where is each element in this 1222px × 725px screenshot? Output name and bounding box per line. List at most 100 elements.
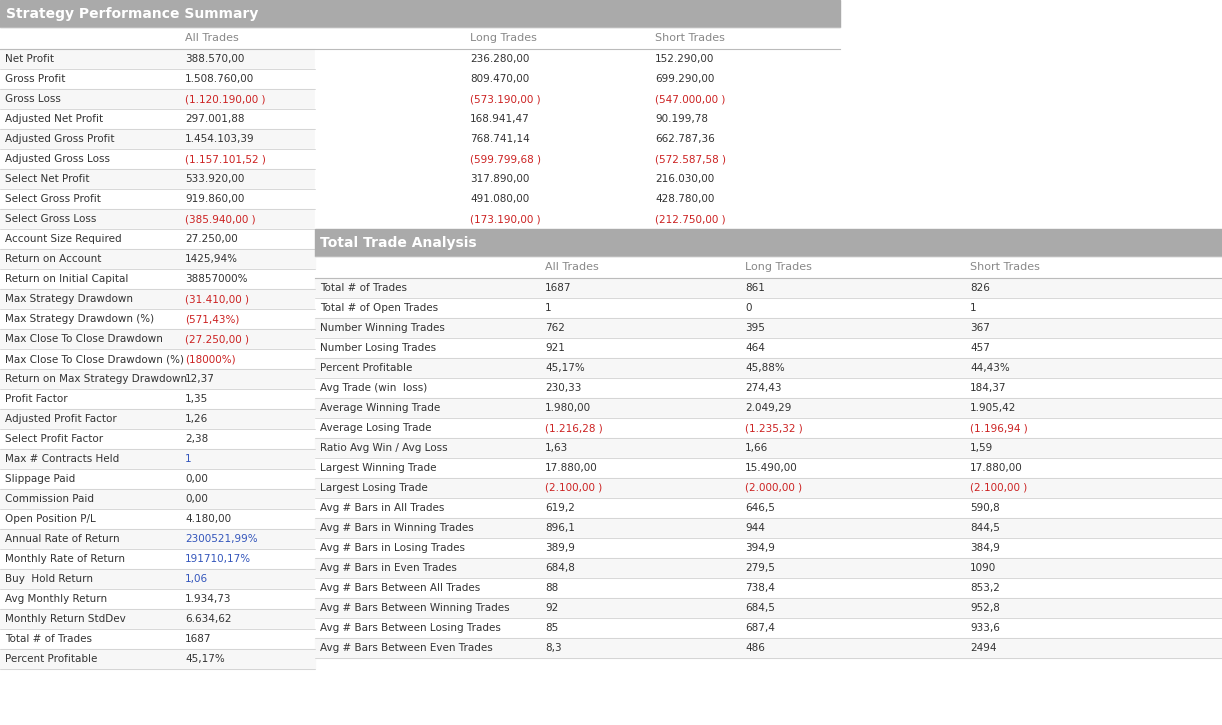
Text: Average Losing Trade: Average Losing Trade	[320, 423, 431, 433]
Bar	[315, 558, 1222, 578]
Bar	[0, 389, 315, 409]
Text: Max Strategy Drawdown (%): Max Strategy Drawdown (%)	[5, 314, 154, 324]
Text: Avg Monthly Return: Avg Monthly Return	[5, 594, 108, 604]
Text: 1.905,42: 1.905,42	[970, 403, 1017, 413]
Text: Gross Profit: Gross Profit	[5, 74, 65, 84]
Text: 1: 1	[545, 303, 551, 313]
Text: 230,33: 230,33	[545, 383, 582, 393]
Text: 15.490,00: 15.490,00	[745, 463, 798, 473]
Text: 684,8: 684,8	[545, 563, 574, 573]
Text: 464: 464	[745, 343, 765, 353]
Text: (18000%): (18000%)	[185, 354, 236, 364]
Text: 2300521,99%: 2300521,99%	[185, 534, 258, 544]
Bar	[315, 358, 1222, 378]
Text: 491.080,00: 491.080,00	[470, 194, 529, 204]
Text: 1,06: 1,06	[185, 574, 208, 584]
Text: Open Position P/L: Open Position P/L	[5, 514, 95, 524]
Text: 486: 486	[745, 643, 765, 653]
Bar	[315, 378, 1222, 398]
Text: Max Strategy Drawdown: Max Strategy Drawdown	[5, 294, 133, 304]
Bar	[0, 569, 315, 589]
Text: Select Net Profit: Select Net Profit	[5, 174, 89, 184]
Text: Commission Paid: Commission Paid	[5, 494, 94, 504]
Bar	[315, 478, 1222, 498]
Bar	[0, 309, 315, 329]
Bar	[0, 349, 315, 369]
Bar	[0, 69, 315, 89]
Bar	[0, 129, 315, 149]
Text: 809.470,00: 809.470,00	[470, 74, 529, 84]
Text: 1,66: 1,66	[745, 443, 769, 453]
Text: 1,63: 1,63	[545, 443, 568, 453]
Text: 395: 395	[745, 323, 765, 333]
Text: 1.454.103,39: 1.454.103,39	[185, 134, 254, 144]
Text: Return on Account: Return on Account	[5, 254, 101, 264]
Text: 896,1: 896,1	[545, 523, 574, 533]
Bar	[0, 449, 315, 469]
Text: All Trades: All Trades	[185, 33, 238, 43]
Text: 90.199,78: 90.199,78	[655, 114, 708, 124]
Bar	[0, 169, 315, 189]
Text: 317.890,00: 317.890,00	[470, 174, 529, 184]
Text: (2.100,00 ): (2.100,00 )	[970, 483, 1028, 493]
Bar	[315, 229, 1222, 256]
Text: 1: 1	[970, 303, 976, 313]
Bar	[0, 629, 315, 649]
Text: 684,5: 684,5	[745, 603, 775, 613]
Text: Adjusted Gross Profit: Adjusted Gross Profit	[5, 134, 115, 144]
Bar	[0, 49, 315, 69]
Text: (547.000,00 ): (547.000,00 )	[655, 94, 726, 104]
Text: Avg # Bars Between Losing Trades: Avg # Bars Between Losing Trades	[320, 623, 501, 633]
Text: 92: 92	[545, 603, 558, 613]
Text: 1.934,73: 1.934,73	[185, 594, 231, 604]
Text: 762: 762	[545, 323, 565, 333]
Text: (1.235,32 ): (1.235,32 )	[745, 423, 803, 433]
Text: 0: 0	[745, 303, 752, 313]
Text: 2,38: 2,38	[185, 434, 208, 444]
Text: 1.980,00: 1.980,00	[545, 403, 591, 413]
Text: 2.049,29: 2.049,29	[745, 403, 792, 413]
Text: Long Trades: Long Trades	[745, 262, 811, 272]
Text: 687,4: 687,4	[745, 623, 775, 633]
Bar	[315, 638, 1222, 658]
Bar	[315, 498, 1222, 518]
Text: 1687: 1687	[545, 283, 572, 293]
Bar	[0, 229, 315, 249]
Text: 457: 457	[970, 343, 990, 353]
Text: Avg Trade (win  loss): Avg Trade (win loss)	[320, 383, 428, 393]
Text: 184,37: 184,37	[970, 383, 1007, 393]
Text: 646,5: 646,5	[745, 503, 775, 513]
Text: Avg # Bars Between All Trades: Avg # Bars Between All Trades	[320, 583, 480, 593]
Text: 1425,94%: 1425,94%	[185, 254, 238, 264]
Text: Number Losing Trades: Number Losing Trades	[320, 343, 436, 353]
Text: Gross Loss: Gross Loss	[5, 94, 61, 104]
Text: 590,8: 590,8	[970, 503, 1000, 513]
Text: (573.190,00 ): (573.190,00 )	[470, 94, 540, 104]
Bar	[315, 438, 1222, 458]
Text: Profit Factor: Profit Factor	[5, 394, 67, 404]
Text: Select Profit Factor: Select Profit Factor	[5, 434, 103, 444]
Bar	[0, 469, 315, 489]
Text: Short Trades: Short Trades	[970, 262, 1040, 272]
Text: 1687: 1687	[185, 634, 211, 644]
Text: Short Trades: Short Trades	[655, 33, 725, 43]
Text: (571,43%): (571,43%)	[185, 314, 240, 324]
Text: Total # of Trades: Total # of Trades	[320, 283, 407, 293]
Text: 1,35: 1,35	[185, 394, 208, 404]
Text: 619,2: 619,2	[545, 503, 574, 513]
Text: 216.030,00: 216.030,00	[655, 174, 714, 184]
Bar	[0, 489, 315, 509]
Bar	[0, 209, 315, 229]
Text: 1090: 1090	[970, 563, 996, 573]
Text: 0,00: 0,00	[185, 494, 208, 504]
Text: 1,26: 1,26	[185, 414, 208, 424]
Text: 45,17%: 45,17%	[185, 654, 225, 664]
Text: 388.570,00: 388.570,00	[185, 54, 244, 64]
Text: Largest Losing Trade: Largest Losing Trade	[320, 483, 428, 493]
Text: 4.180,00: 4.180,00	[185, 514, 231, 524]
Text: 6.634,62: 6.634,62	[185, 614, 231, 624]
Text: (31.410,00 ): (31.410,00 )	[185, 294, 249, 304]
Text: Max Close To Close Drawdown (%): Max Close To Close Drawdown (%)	[5, 354, 185, 364]
Text: Number Winning Trades: Number Winning Trades	[320, 323, 445, 333]
Text: (2.000,00 ): (2.000,00 )	[745, 483, 802, 493]
